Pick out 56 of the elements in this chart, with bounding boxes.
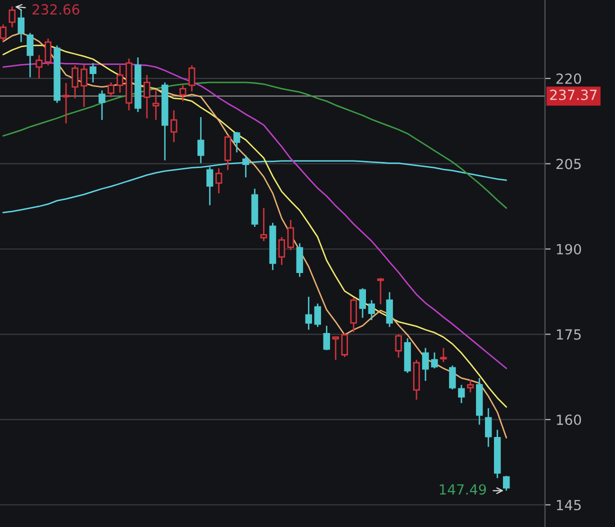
candlestick: [170, 110, 178, 143]
candlestick: [467, 379, 474, 393]
annotation: 147.49: [440, 484, 486, 495]
candlestick: [323, 325, 330, 351]
candlestick: [260, 207, 268, 242]
candlestick: [502, 475, 510, 492]
candlestick: [215, 168, 222, 194]
candlestick: [332, 336, 340, 361]
candlestick: [0, 24, 7, 42]
candlestick: [485, 407, 492, 448]
candlestick: [386, 292, 393, 328]
candlestick: [108, 82, 114, 98]
y-tick-label: 220: [556, 73, 582, 84]
text: 237.37: [550, 90, 597, 100]
annotation: 232.66: [32, 4, 80, 15]
candlestick: [152, 90, 160, 121]
candlestick: [341, 332, 348, 358]
candlestick: [224, 134, 232, 171]
y-tick-label: 205: [556, 158, 581, 170]
candlestick: [98, 90, 106, 121]
candlestick: [422, 347, 429, 382]
candlestick: [72, 64, 78, 100]
candlestick: [350, 297, 357, 333]
y-tick-label: 145: [556, 500, 581, 510]
y-tick-label: 190: [556, 244, 582, 254]
candlestick: [179, 84, 186, 102]
candlestick: [26, 32, 34, 78]
candlestick: [18, 10, 25, 43]
candlestick: [197, 116, 204, 164]
candlestick: [36, 54, 42, 80]
candlestick: [431, 352, 438, 370]
candlestick: [377, 277, 384, 305]
candlestick: [62, 82, 70, 124]
candlestick: [242, 154, 250, 178]
candlestick: [368, 299, 375, 321]
line-series: [2, 160, 508, 214]
candlestick: [8, 6, 16, 28]
candlestick: [188, 64, 196, 92]
candlestick: [458, 384, 465, 404]
y-tick-label: 175: [556, 329, 581, 340]
candlestick: [80, 64, 88, 108]
candlestick: [116, 64, 124, 94]
candlestick: [449, 364, 456, 390]
candlestick: [206, 166, 214, 206]
candlestick: [233, 131, 240, 154]
candlestick: [314, 302, 322, 328]
candlestick: [144, 74, 150, 119]
candlestick: [395, 334, 402, 358]
candlestick: [440, 347, 447, 363]
candlestick: [90, 62, 96, 84]
candlestick: [44, 38, 52, 66]
y-tick-label: 160: [556, 414, 582, 426]
candlestick: [287, 219, 294, 251]
candlestick: [278, 236, 286, 266]
candlestick: [359, 288, 366, 318]
candlestick: [305, 296, 312, 330]
